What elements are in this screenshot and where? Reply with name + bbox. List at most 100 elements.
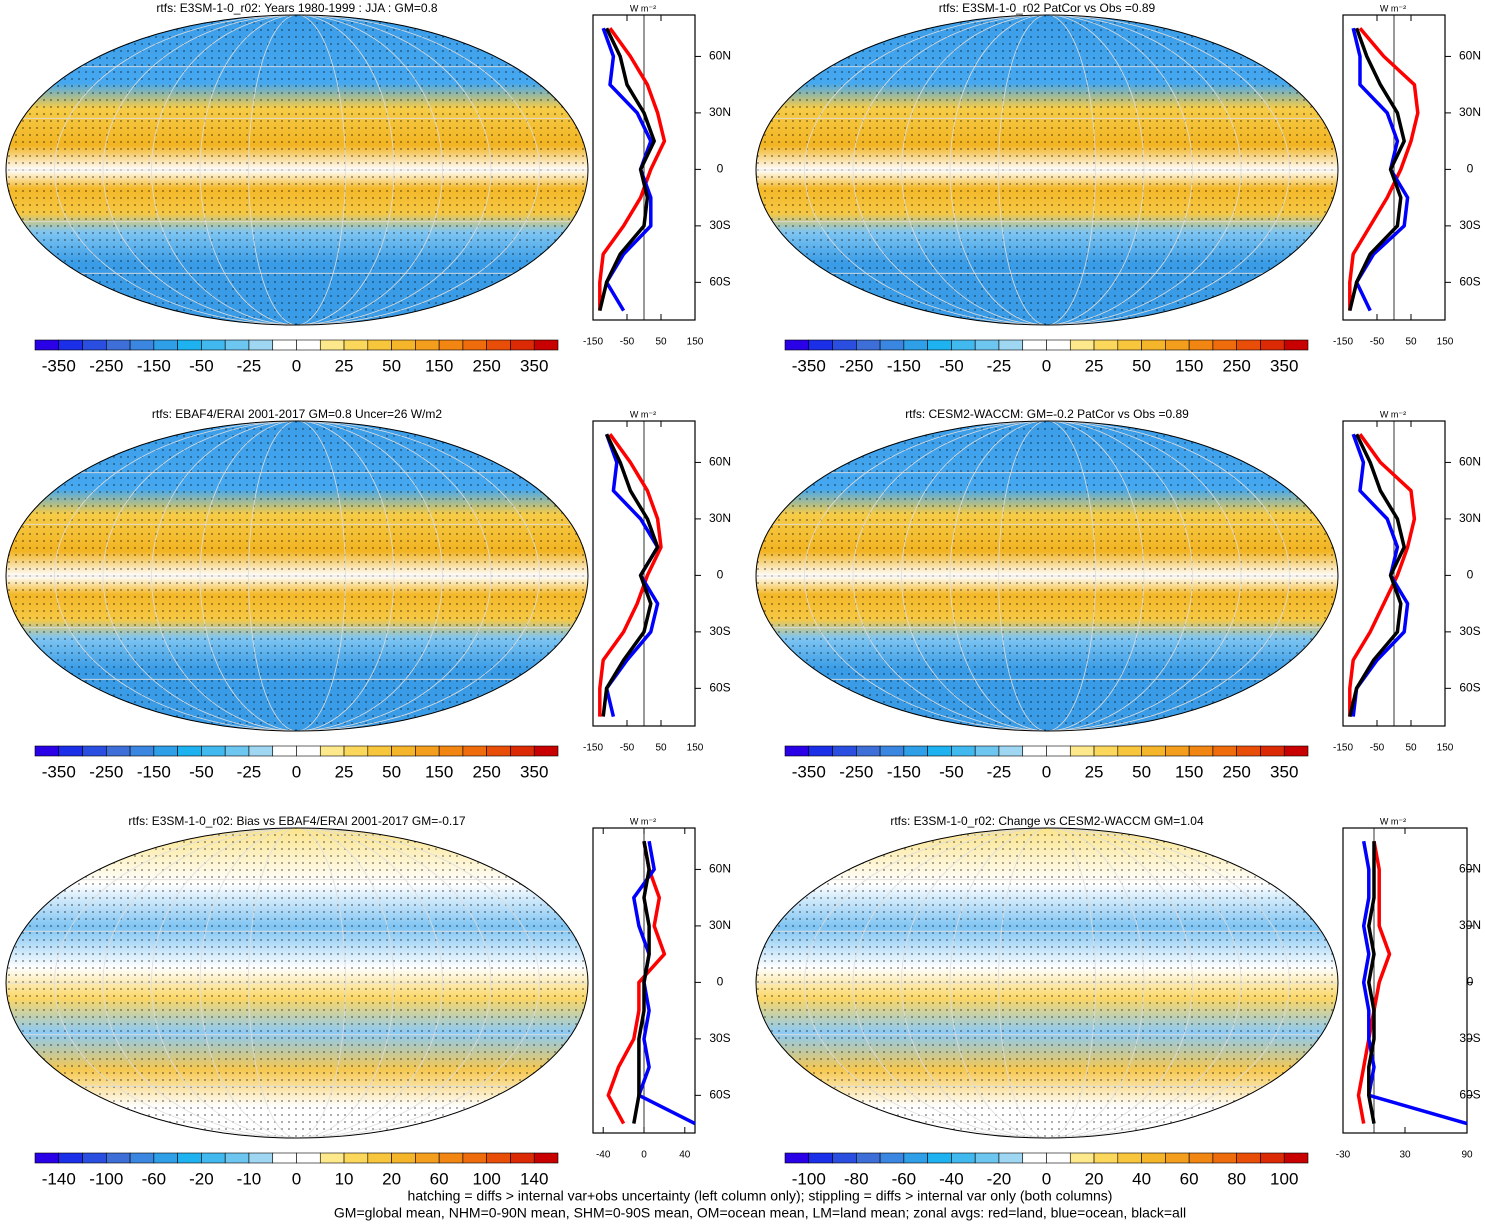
y-tick-label: 60N: [1459, 862, 1481, 876]
colorbar-box: [486, 745, 511, 757]
colorbar-box: [343, 339, 369, 351]
colorbar-box: [1141, 1152, 1166, 1164]
colorbar-label: 25: [1085, 762, 1104, 781]
y-tick-label: 30S: [709, 1031, 730, 1045]
x-tick-label: -40: [596, 1150, 611, 1161]
colorbar-label: 100: [1270, 1169, 1298, 1188]
x-tick-label: 30: [1399, 1150, 1411, 1161]
colorbar-box: [343, 745, 369, 757]
colorbar-box: [1069, 1152, 1095, 1164]
colorbar-box: [58, 339, 83, 351]
colorbar-label: 150: [1175, 356, 1203, 375]
colorbar-box: [272, 339, 297, 351]
x-tick-label: 50: [655, 743, 667, 754]
colorbar-box: [1212, 339, 1237, 351]
zonal-line: [598, 27, 667, 311]
y-tick-label: 60S: [709, 681, 730, 695]
colorbar-box: [34, 339, 60, 351]
y-tick-label: 60S: [1459, 275, 1480, 289]
x-tick-label: -150: [583, 337, 603, 348]
colorbar-label: -25: [987, 356, 1012, 375]
colorbar-label: -250: [839, 762, 873, 781]
y-tick-label: 0: [1467, 975, 1474, 989]
x-tick-label: 50: [1405, 743, 1417, 754]
y-tick-label: 30S: [709, 624, 730, 638]
colorbar-box: [927, 1152, 952, 1164]
map: [756, 15, 1338, 325]
colorbar-label: -60: [142, 1169, 167, 1188]
colorbar-box: [1212, 1152, 1237, 1164]
colorbar-box: [1165, 745, 1190, 757]
colorbar-box: [82, 1152, 107, 1164]
colorbar-box: [533, 745, 559, 757]
colorbar-box: [319, 745, 345, 757]
colorbar-label: -80: [844, 1169, 869, 1188]
unit-label: W m⁻²: [1380, 3, 1406, 13]
y-tick-label: 60N: [1459, 49, 1481, 63]
colorbar-label: 50: [1132, 762, 1151, 781]
colorbar-label: 10: [335, 1169, 354, 1188]
colorbar-box: [272, 1152, 297, 1164]
colorbar-box: [486, 339, 511, 351]
colorbar-label: -150: [137, 762, 171, 781]
colorbar-label: 150: [425, 356, 453, 375]
colorbar-box: [296, 1152, 321, 1164]
colorbar-box: [82, 745, 107, 757]
colorbar-box: [153, 745, 178, 757]
colorbar-box: [1165, 339, 1190, 351]
colorbar-box: [808, 1152, 833, 1164]
colorbar-label: -50: [939, 356, 964, 375]
colorbar-box: [462, 339, 487, 351]
colorbar-label: -350: [42, 762, 76, 781]
map-border: [5, 827, 589, 1139]
x-tick-label: 150: [687, 743, 704, 754]
panel-title: rtfs: E3SM-1-0_r02 PatCor vs Obs =0.89: [939, 1, 1156, 15]
colorbar-label: 350: [1270, 762, 1298, 781]
zonal-line: [1356, 840, 1392, 1124]
colorbar-box: [391, 745, 416, 757]
panel-title: rtfs: CESM2-WACCM: GM=-0.2 PatCor vs Obs…: [905, 407, 1189, 421]
colorbar-box: [319, 339, 345, 351]
colorbar-label: -20: [189, 1169, 214, 1188]
y-tick-label: 60S: [709, 1088, 730, 1102]
colorbar-box: [1022, 339, 1047, 351]
colorbar-box: [784, 745, 810, 757]
colorbar-label: 25: [335, 356, 354, 375]
colorbar-label: -250: [89, 762, 123, 781]
y-tick-label: 0: [717, 568, 724, 582]
colorbar-box: [1260, 1152, 1285, 1164]
colorbar-box: [832, 339, 857, 351]
colorbar-label: 350: [1270, 356, 1298, 375]
colorbar-label: 250: [1222, 356, 1250, 375]
y-tick-label: 60S: [709, 275, 730, 289]
colorbar-box: [106, 745, 131, 757]
colorbar-box: [1236, 745, 1261, 757]
map: [6, 421, 588, 731]
colorbar-box: [1260, 745, 1285, 757]
unit-label: W m⁻²: [1380, 816, 1406, 826]
zonal-line: [598, 433, 663, 717]
zonal-line: [601, 433, 660, 717]
x-tick-label: 90: [1461, 1150, 1473, 1161]
colorbar-box: [415, 1152, 440, 1164]
colorbar-label: 40: [1132, 1169, 1151, 1188]
y-tick-label: 60N: [709, 455, 731, 469]
colorbar-box: [272, 745, 297, 757]
colorbar-box: [1283, 745, 1309, 757]
map-border: [5, 14, 589, 326]
x-tick-label: 150: [1437, 743, 1454, 754]
colorbar-box: [367, 339, 392, 351]
colorbar-box: [296, 745, 321, 757]
colorbar-label: 250: [472, 762, 500, 781]
colorbar-box: [808, 339, 833, 351]
colorbar-box: [296, 339, 321, 351]
colorbar-box: [1046, 339, 1071, 351]
colorbar-box: [201, 339, 226, 351]
colorbar-box: [1046, 745, 1071, 757]
y-tick-label: 30S: [1459, 218, 1480, 232]
colorbar-box: [415, 745, 440, 757]
colorbar-box: [1188, 339, 1214, 351]
colorbar-label: 350: [520, 356, 548, 375]
unit-label: W m⁻²: [1380, 409, 1406, 419]
